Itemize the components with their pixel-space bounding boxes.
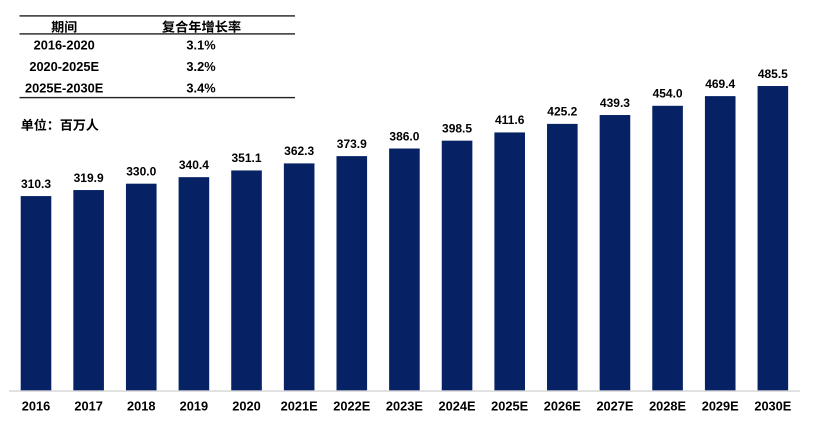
svg-text:2025E-2030E: 2025E-2030E	[25, 80, 104, 95]
svg-text:2026E: 2026E	[544, 398, 581, 413]
svg-text:485.5: 485.5	[758, 67, 788, 81]
svg-text:351.1: 351.1	[232, 151, 262, 165]
svg-text:469.4: 469.4	[705, 77, 735, 91]
svg-text:2025E: 2025E	[491, 398, 528, 413]
svg-text:2028E: 2028E	[649, 398, 686, 413]
svg-text:2023E: 2023E	[386, 398, 423, 413]
svg-text:398.5: 398.5	[442, 121, 472, 135]
svg-text:2029E: 2029E	[702, 398, 739, 413]
svg-text:2017: 2017	[74, 398, 102, 413]
svg-text:340.4: 340.4	[179, 158, 209, 172]
svg-text:3.4%: 3.4%	[186, 80, 216, 95]
svg-text:2016: 2016	[22, 398, 50, 413]
svg-text:3.2%: 3.2%	[186, 59, 216, 74]
svg-text:2020: 2020	[232, 398, 260, 413]
svg-text:411.6: 411.6	[495, 113, 525, 127]
svg-text:454.0: 454.0	[653, 87, 683, 101]
svg-text:2024E: 2024E	[439, 398, 476, 413]
svg-text:362.3: 362.3	[284, 144, 314, 158]
svg-text:2021E: 2021E	[281, 398, 318, 413]
svg-text:2022E: 2022E	[333, 398, 370, 413]
svg-text:310.3: 310.3	[21, 177, 51, 191]
svg-text:330.0: 330.0	[126, 164, 156, 178]
svg-text:3.1%: 3.1%	[186, 37, 216, 52]
svg-text:319.9: 319.9	[74, 171, 104, 185]
svg-text:2020-2025E: 2020-2025E	[29, 59, 99, 74]
svg-text:2019: 2019	[180, 398, 208, 413]
svg-text:2016-2020: 2016-2020	[34, 37, 95, 52]
svg-text:2027E: 2027E	[596, 398, 633, 413]
svg-text:2030E: 2030E	[754, 398, 791, 413]
svg-text:386.0: 386.0	[389, 129, 419, 143]
svg-text:373.9: 373.9	[337, 137, 367, 151]
svg-text:439.3: 439.3	[600, 96, 630, 110]
svg-text:425.2: 425.2	[547, 105, 577, 119]
svg-text:2018: 2018	[127, 398, 155, 413]
